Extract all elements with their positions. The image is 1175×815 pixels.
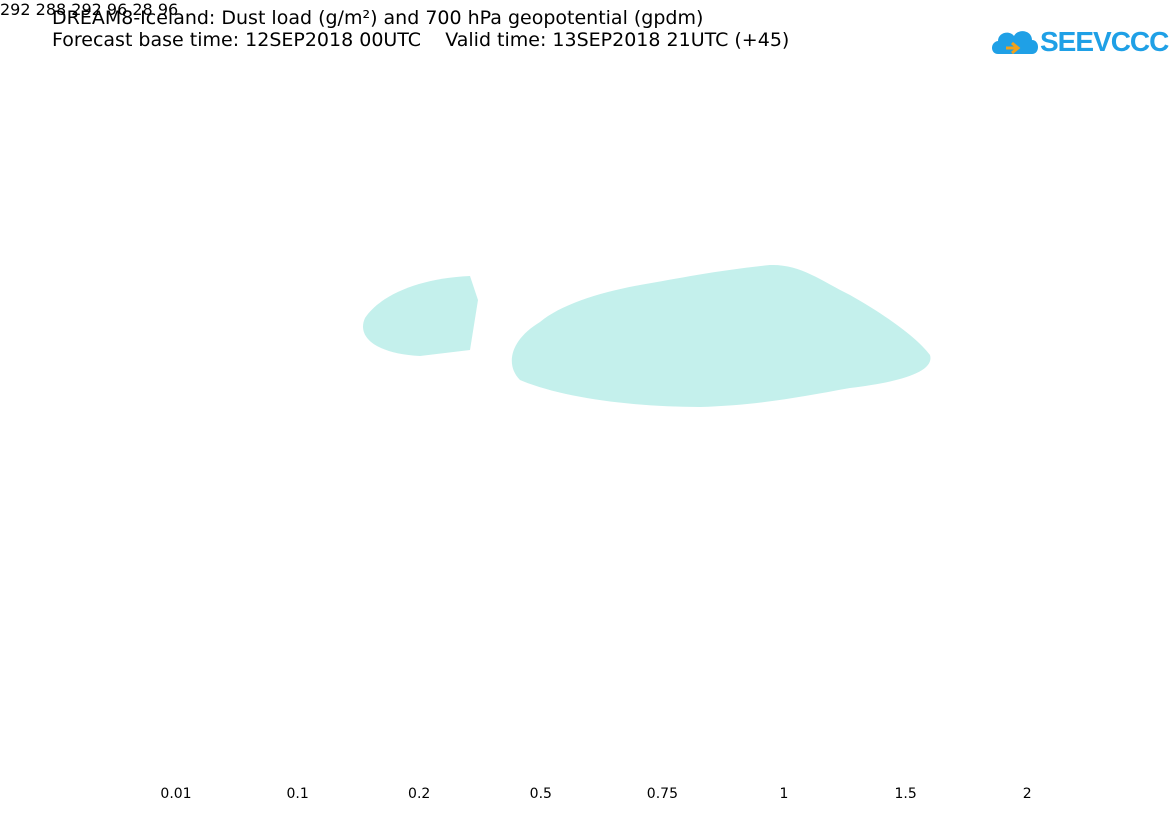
- colorbar-label: 0.1: [286, 786, 309, 802]
- contour-label: 292: [71, 0, 102, 19]
- colorbar-label: 0.75: [646, 786, 678, 802]
- contour-label: 96: [106, 0, 128, 19]
- contour-label: 288: [35, 0, 67, 19]
- forecast-time-subtitle: Forecast base time: 12SEP2018 00UTC Vali…: [52, 29, 790, 51]
- dust-load-shading: [363, 264, 931, 407]
- logo-text: SEEVCCC: [1040, 26, 1169, 57]
- seevccc-logo: SEEVCCC: [988, 20, 1169, 60]
- map-frame: 70N69N68N67N66N65N64N63N62N61N60N59N58N5…: [0, 0, 1032, 802]
- contour-label: 292: [0, 0, 31, 19]
- map-title: DREAM8-Iceland: Dust load (g/m²) and 700…: [52, 7, 704, 29]
- contour-label: 96: [157, 0, 179, 19]
- colorbar-label: 1.5: [894, 786, 917, 802]
- colorbar-label: 1: [779, 786, 789, 802]
- colorbar-label: 0.5: [529, 786, 552, 802]
- cloud-icon: [992, 31, 1038, 55]
- contour-labels: 292 288 292 96 28 96: [0, 0, 178, 19]
- colorbar-label: 0.2: [408, 786, 431, 802]
- colorbar-label: 0.01: [160, 786, 192, 802]
- contour-label: 28: [132, 0, 153, 19]
- colorbar-label: 2: [1022, 786, 1032, 802]
